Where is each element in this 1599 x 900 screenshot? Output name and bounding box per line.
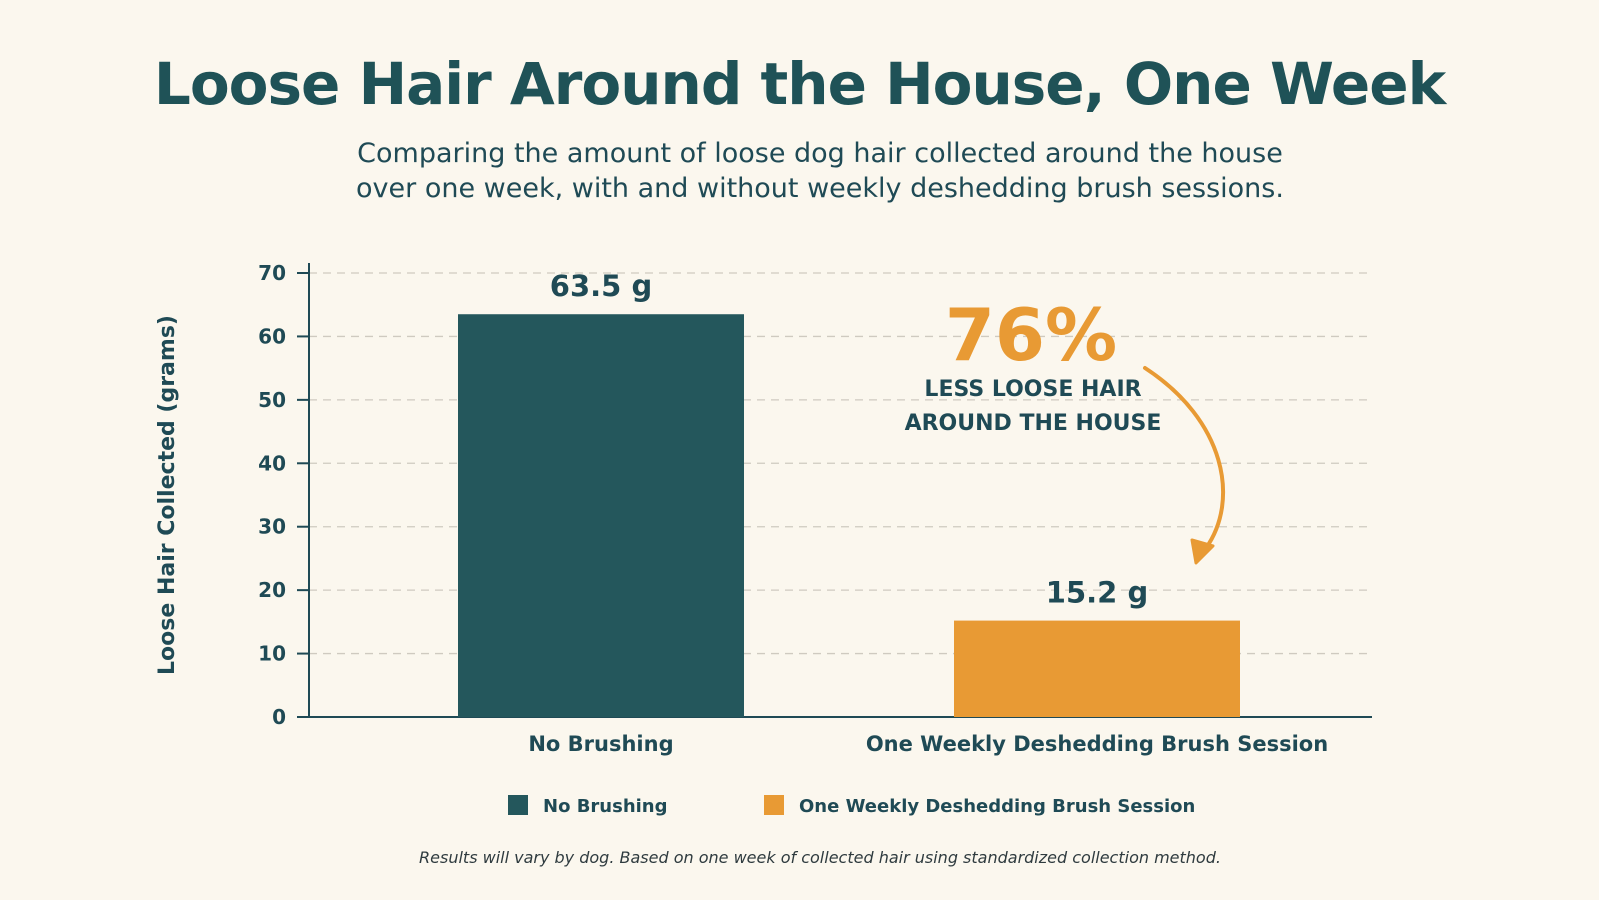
- annotation-arrow: [1143, 366, 1226, 550]
- y-tick-label: 70: [258, 261, 286, 285]
- legend-swatch: [508, 795, 528, 815]
- chart-title: Loose Hair Around the House, One Week: [153, 50, 1446, 118]
- bar-2: [954, 620, 1240, 717]
- y-tick-label: 50: [258, 388, 286, 412]
- legend-label: No Brushing: [543, 796, 668, 817]
- y-tick-label: 60: [258, 324, 286, 348]
- chart-subtitle: Comparing the amount of loose dog hair c…: [0, 136, 1599, 206]
- x-tick-label: No Brushing: [528, 732, 673, 756]
- annotation-line-1: LESS LOOSE HAIR: [924, 377, 1141, 402]
- annotation-percent: 76%: [945, 293, 1117, 377]
- y-tick-label: 20: [258, 578, 286, 602]
- y-axis-label: Loose Hair Collected (grams): [155, 315, 180, 675]
- footnote: Results will vary by dog. Based on one w…: [419, 848, 1221, 867]
- subtitle-line-1: Comparing the amount of loose dog hair c…: [357, 138, 1283, 169]
- y-tick-label: 30: [258, 515, 286, 539]
- annotation-arrowhead: [1190, 538, 1215, 565]
- x-tick-label: One Weekly Deshedding Brush Session: [866, 732, 1328, 756]
- y-tick-label: 40: [258, 451, 286, 475]
- bar-1: [458, 314, 744, 717]
- y-tick-label: 0: [272, 705, 286, 729]
- y-tick-label: 10: [258, 642, 286, 666]
- legend-swatch: [764, 795, 784, 815]
- bar-value-label: 15.2 g: [1046, 576, 1148, 610]
- legend-label: One Weekly Deshedding Brush Session: [799, 796, 1195, 817]
- bar-value-label: 63.5 g: [550, 269, 652, 303]
- subtitle-line-2: over one week, with and without weekly d…: [356, 173, 1284, 204]
- annotation-line-2: AROUND THE HOUSE: [905, 411, 1162, 436]
